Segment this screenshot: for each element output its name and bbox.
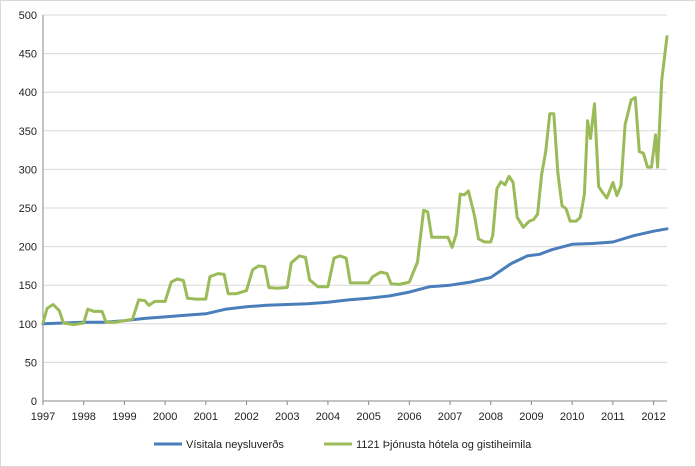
x-tick-label: 2000	[153, 411, 177, 423]
x-tick-label: 2004	[316, 411, 340, 423]
x-tick-label: 1998	[71, 411, 95, 423]
y-tick-label: 50	[25, 357, 37, 369]
y-tick-label: 300	[19, 164, 37, 176]
x-tick-label: 2008	[479, 411, 503, 423]
x-tick-label: 2011	[601, 411, 625, 423]
x-tick-label: 2006	[397, 411, 421, 423]
x-tick-label: 2012	[641, 411, 665, 423]
x-tick-label: 2005	[356, 411, 380, 423]
y-tick-label: 200	[19, 242, 37, 254]
x-tick-label: 2003	[275, 411, 299, 423]
x-tick-label: 1997	[31, 411, 55, 423]
series-line-2	[41, 35, 669, 327]
y-tick-label: 500	[19, 10, 37, 22]
y-tick-label: 350	[19, 126, 37, 138]
x-tick-label: 2001	[194, 411, 218, 423]
x-tick-label: 1999	[112, 411, 136, 423]
x-tick-label: 2002	[234, 411, 258, 423]
y-tick-label: 0	[31, 396, 37, 408]
legend-label-1: Vísitala neysluverðs	[186, 439, 284, 451]
x-tick-label: 2010	[560, 411, 584, 423]
y-tick-label: 450	[19, 49, 37, 61]
series-line-1	[41, 227, 669, 326]
x-tick-label: 2009	[519, 411, 543, 423]
legend-label-2: 1121 Þjónusta hótela og gistiheimila	[356, 439, 532, 451]
y-tick-label: 400	[19, 87, 37, 99]
x-tick-label: 2007	[438, 411, 462, 423]
y-tick-label: 100	[19, 319, 37, 331]
y-tick-label: 250	[19, 203, 37, 215]
y-tick-label: 150	[19, 280, 37, 292]
